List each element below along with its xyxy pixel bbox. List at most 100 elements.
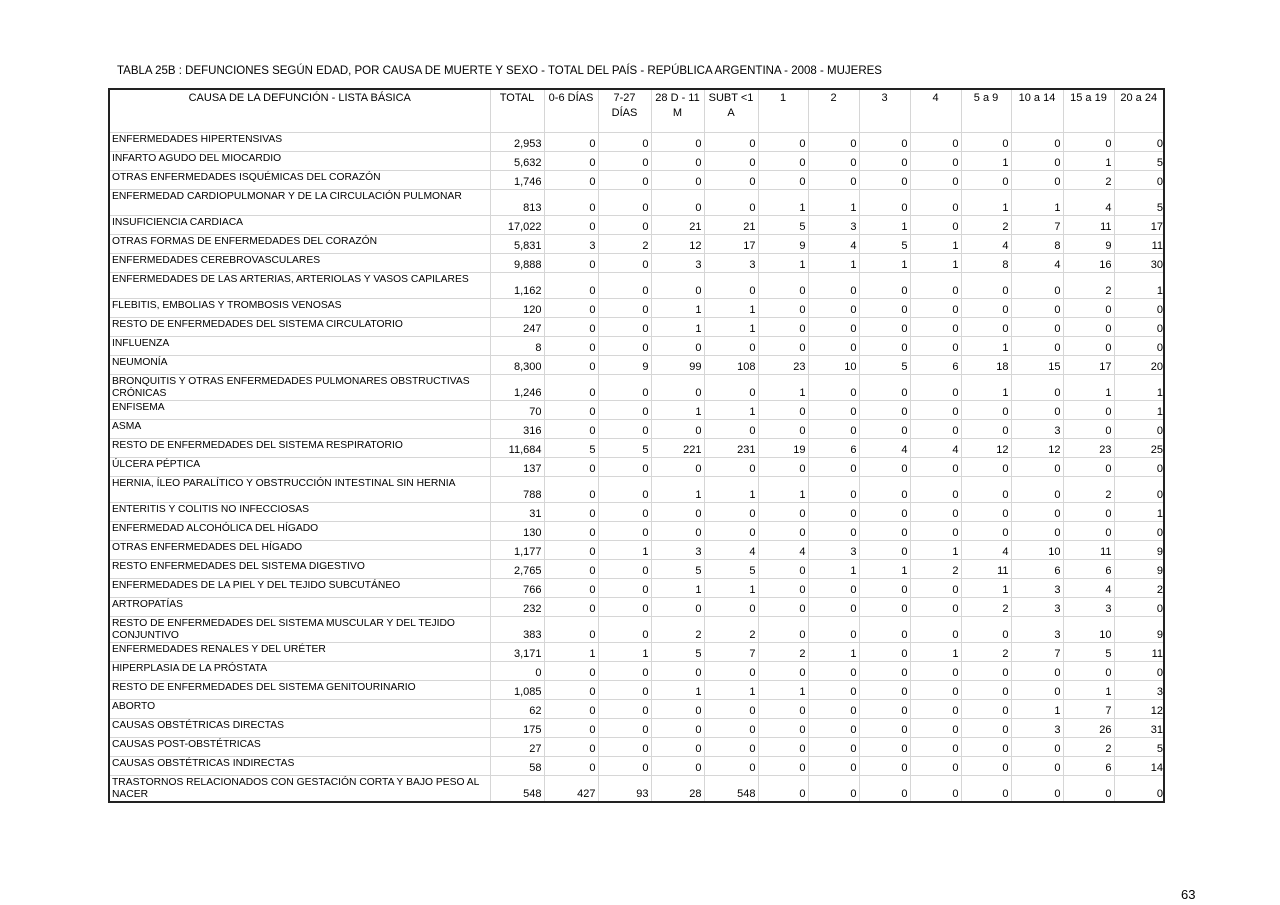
table-row: BRONQUITIS Y OTRAS ENFERMEDADES PULMONAR…	[108, 374, 1165, 401]
value-cell: 9	[757, 234, 809, 254]
value-cell: 0	[909, 151, 962, 171]
value-cell: 12	[960, 438, 1012, 458]
value-cell: 5	[1113, 151, 1165, 171]
value-cell: 5	[703, 559, 759, 579]
value-cell: 25	[1113, 438, 1165, 458]
value-cell: 0	[858, 298, 911, 318]
value-cell: 0	[909, 132, 962, 152]
table-row: ENFISEMA 70 0 0 1 1 0 0 0 0 0 0 0 1	[108, 400, 1165, 420]
value-cell: 0	[543, 215, 599, 235]
value-cell: 0	[703, 151, 759, 171]
cause-cell: HIPERPLASIA DE LA PRÓSTATA	[108, 661, 491, 681]
value-cell: 0	[650, 170, 705, 190]
table-row: OTRAS ENFERMEDADES DEL HÍGADO 1,177 0 1 3 4 4 3…	[108, 540, 1165, 560]
cause-cell: ENFERMEDAD CARDIOPULMONAR Y DE LA CIRCUL…	[108, 189, 491, 216]
value-cell: 0	[909, 616, 962, 643]
value-cell: 2	[1062, 170, 1115, 190]
value-cell: 4	[757, 540, 809, 560]
value-cell: 0	[807, 476, 860, 503]
value-cell: 93	[597, 775, 652, 802]
value-cell: 0	[807, 521, 860, 541]
value-cell: 1	[909, 234, 962, 254]
value-cell: 0	[1113, 132, 1165, 152]
value-cell: 0	[543, 400, 599, 420]
value-cell: 0	[543, 298, 599, 318]
value-cell: 0	[703, 597, 759, 617]
value-cell: 17,022	[489, 215, 545, 235]
value-cell: 0	[757, 616, 809, 643]
value-cell: 0	[1010, 661, 1064, 681]
value-cell: 0	[650, 419, 705, 439]
value-cell: 3	[650, 253, 705, 273]
table-row: TRASTORNOS RELACIONADOS CON GESTACIÓN CO…	[108, 775, 1165, 802]
value-cell: 0	[597, 170, 652, 190]
table-row: ENFERMEDAD ALCOHÓLICA DEL HÍGADO 130 0 0 0 0 0…	[108, 521, 1165, 541]
value-cell: 0	[909, 374, 962, 401]
table-row: RESTO DE ENFERMEDADES DEL SISTEMA RESPIR…	[108, 438, 1165, 458]
value-cell: 232	[489, 597, 545, 617]
value-cell: 0	[960, 298, 1012, 318]
value-cell: 0	[703, 502, 759, 522]
value-cell: 0	[1113, 775, 1165, 802]
value-cell: 8	[1010, 234, 1064, 254]
value-cell: 0	[1062, 502, 1115, 522]
value-cell: 0	[807, 775, 860, 802]
value-cell: 0	[858, 151, 911, 171]
value-cell: 3	[703, 253, 759, 273]
value-cell: 17	[703, 234, 759, 254]
value-cell: 0	[597, 272, 652, 299]
value-cell: 0	[543, 756, 599, 776]
value-cell: 0	[597, 336, 652, 356]
table-row: ÚLCERA PÉPTICA 137 0 0 0 0 0 0 0 0 0 0 0 0	[108, 457, 1165, 477]
value-cell: 427	[543, 775, 599, 802]
table-row: ENFERMEDAD CARDIOPULMONAR Y DE LA CIRCUL…	[108, 189, 1165, 216]
value-cell: 247	[489, 317, 545, 337]
value-cell: 0	[597, 521, 652, 541]
value-cell: 0	[757, 699, 809, 719]
table-row: ASMA 316 0 0 0 0 0 0 0 0 0 3 0 0	[108, 419, 1165, 439]
value-cell: 0	[757, 170, 809, 190]
value-cell: 0	[909, 457, 962, 477]
table-row: ENFERMEDADES RENALES Y DEL URÉTER 3,171 1 1…	[108, 642, 1165, 662]
cause-cell: ÚLCERA PÉPTICA	[108, 457, 491, 477]
value-cell: 10	[807, 355, 860, 375]
cause-cell: INFARTO AGUDO DEL MIOCARDIO	[108, 151, 491, 171]
value-cell: 0	[757, 559, 809, 579]
value-cell: 1	[703, 680, 759, 700]
value-cell: 0	[960, 476, 1012, 503]
value-cell: 0	[597, 502, 652, 522]
cause-cell: ENFERMEDADES DE LA PIEL Y DEL TEJIDO SUB…	[108, 578, 491, 598]
column-header: 20 a 24	[1113, 88, 1165, 133]
value-cell: 0	[1010, 151, 1064, 171]
value-cell: 0	[960, 132, 1012, 152]
value-cell: 0	[909, 699, 962, 719]
value-cell: 5	[757, 215, 809, 235]
value-cell: 17	[1113, 215, 1165, 235]
value-cell: 1	[909, 642, 962, 662]
value-cell: 0	[650, 374, 705, 401]
value-cell: 0	[543, 559, 599, 579]
value-cell: 0	[858, 400, 911, 420]
value-cell: 4	[1062, 189, 1115, 216]
cause-cell: CAUSAS POST-OBSTÉTRICAS	[108, 737, 491, 757]
value-cell: 0	[597, 680, 652, 700]
value-cell: 0	[807, 298, 860, 318]
value-cell: 1	[650, 680, 705, 700]
value-cell: 0	[807, 336, 860, 356]
value-cell: 0	[909, 661, 962, 681]
value-cell: 0	[1010, 272, 1064, 299]
value-cell: 3	[650, 540, 705, 560]
value-cell: 14	[1113, 756, 1165, 776]
value-cell: 0	[858, 476, 911, 503]
value-cell: 23	[757, 355, 809, 375]
value-cell: 0	[757, 298, 809, 318]
value-cell: 0	[757, 457, 809, 477]
cause-cell: BRONQUITIS Y OTRAS ENFERMEDADES PULMONAR…	[108, 374, 491, 401]
value-cell: 9	[1113, 540, 1165, 560]
value-cell: 0	[543, 661, 599, 681]
value-cell: 11	[1113, 234, 1165, 254]
cause-cell: ENFERMEDAD ALCOHÓLICA DEL HÍGADO	[108, 521, 491, 541]
value-cell: 0	[1010, 521, 1064, 541]
value-cell: 0	[543, 457, 599, 477]
cause-cell: RESTO ENFERMEDADES DEL SISTEMA DIGESTIVO	[108, 559, 491, 579]
